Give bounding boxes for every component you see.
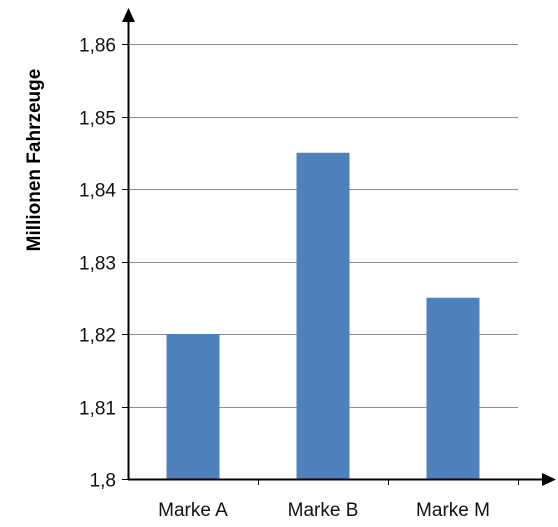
y-tick-label: 1,83 (79, 254, 116, 275)
y-tick-label: 1,81 (79, 399, 116, 420)
y-tick-label: 1,86 (79, 36, 116, 57)
bar-marke-m (426, 297, 480, 479)
bar-marke-a (166, 334, 220, 479)
y-tick-label: 1,8 (90, 471, 116, 492)
y-axis-arrow (122, 8, 135, 22)
x-tick-label: Marke B (288, 500, 359, 521)
x-tick-label: Marke A (158, 500, 228, 521)
x-axis-arrow (542, 473, 556, 486)
y-axis-title: Millionen Fahrzeuge (24, 69, 45, 252)
bars (166, 152, 480, 479)
y-tick-labels: 1,8 1,81 1,82 1,83 1,84 1,85 1,86 (79, 36, 116, 492)
y-tick-label: 1,82 (79, 326, 116, 347)
x-tick-labels: Marke A Marke B Marke M (158, 500, 490, 521)
y-tick-label: 1,85 (79, 109, 116, 130)
bar-marke-b (296, 152, 350, 479)
axes (122, 8, 556, 486)
x-tick-label: Marke M (416, 500, 490, 521)
y-tick-label: 1,84 (79, 181, 116, 202)
